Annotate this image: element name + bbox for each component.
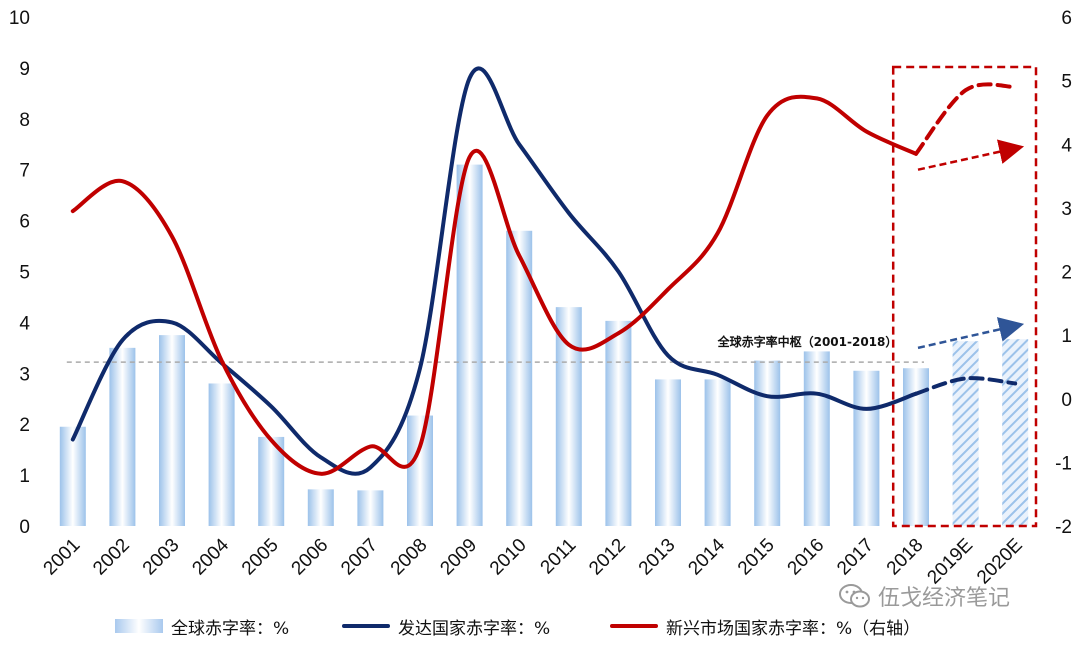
left-tick-label: 4: [19, 313, 30, 334]
legend-label-bar: 全球赤字率：%: [171, 618, 290, 639]
bar: [704, 379, 731, 526]
right-tick-label: 4: [1061, 135, 1072, 156]
right-tick-label: -1: [1055, 453, 1072, 474]
line-series: [70, 66, 1018, 476]
right-tick-label: 5: [1061, 72, 1072, 93]
legend-label-developed: 发达国家赤字率：%: [398, 618, 551, 639]
wechat-icon: [839, 584, 870, 608]
bar: [208, 383, 235, 526]
right-tick-label: -2: [1055, 517, 1072, 538]
left-tick-label: 9: [19, 59, 30, 80]
x-tick-label: 2003: [139, 535, 184, 580]
x-tick-label: 2004: [188, 534, 233, 579]
bar: [456, 164, 483, 527]
x-tick-label: 2017: [833, 535, 878, 580]
legend-swatch-developed: [342, 624, 390, 628]
right-tick-label: 2: [1061, 263, 1072, 284]
legend-label-emerging: 新兴市场国家赤字率：%（右轴）: [666, 618, 921, 639]
bar: [307, 489, 334, 526]
x-tick-label: 2006: [288, 535, 333, 580]
left-tick-label: 7: [19, 161, 30, 182]
left-tick-label: 1: [19, 466, 30, 487]
x-tick-label: 2001: [40, 535, 85, 580]
left-tick-label: 0: [19, 517, 30, 538]
x-tick-label: 2009: [436, 535, 481, 580]
bar: [407, 415, 433, 526]
left-tick-label: 10: [9, 8, 30, 29]
legend: 全球赤字率：% 发达国家赤字率：% 新兴市场国家赤字率：%（右轴）: [0, 608, 1080, 644]
forecast-box: [891, 65, 1038, 528]
bar: [159, 335, 185, 526]
bar: [506, 230, 533, 526]
legend-item-developed[interactable]: 发达国家赤字率：%: [342, 608, 550, 644]
x-tick-label: 2015: [734, 535, 779, 580]
legend-swatch-emerging: [610, 624, 658, 628]
emerging-line-solid: [70, 94, 918, 476]
x-tick-label: 2013: [635, 535, 680, 580]
emerging-trend-arrow: [917, 139, 1025, 171]
bar: [357, 490, 384, 526]
emerging-line-forecast: [914, 82, 1018, 156]
left-tick-label: 8: [19, 110, 30, 131]
bar: [754, 360, 781, 526]
x-tick-label: 2002: [89, 535, 134, 580]
bar: [109, 347, 136, 526]
reference-line: 全球赤字率中枢（2001-2018）: [66, 334, 924, 363]
bar: [59, 426, 86, 526]
watermark-text: 伍戈经济笔记: [878, 586, 1011, 611]
right-tick-label: 0: [1061, 390, 1072, 411]
watermark: 伍戈经济笔记: [838, 580, 1010, 612]
x-tick-label: 2014: [684, 534, 729, 579]
global-trend-arrow: [917, 317, 1025, 350]
x-tick-label: 2018: [883, 535, 928, 580]
forecast-highlight: [891, 65, 1038, 528]
right-tick-label: 3: [1061, 199, 1072, 220]
bar: [605, 320, 632, 526]
x-tick-label: 2007: [337, 535, 382, 580]
left-tick-label: 5: [19, 263, 30, 284]
x-tick-label: 2011: [537, 535, 581, 579]
right-tick-label: 6: [1061, 8, 1072, 29]
bar: [803, 351, 830, 526]
x-tick-label: 2012: [585, 535, 630, 580]
x-tick-label: 2016: [784, 535, 829, 580]
left-axis-ticks: 0 1 2 3 4 5 6 7 8 9 10: [9, 8, 31, 538]
reference-line-label: 全球赤字率中枢（2001-2018）: [717, 334, 898, 349]
left-tick-label: 6: [19, 212, 30, 233]
x-tick-label: 2005: [238, 535, 283, 580]
x-tick-label: 2010: [486, 535, 531, 580]
bar: [555, 307, 582, 526]
bar: [655, 379, 681, 526]
left-tick-label: 2: [19, 415, 30, 436]
legend-swatch-bar: [115, 619, 163, 633]
bar: [853, 370, 880, 526]
right-tick-label: 1: [1061, 326, 1072, 347]
left-tick-label: 3: [19, 364, 30, 385]
x-tick-label: 2008: [387, 535, 432, 580]
bar: [1002, 339, 1029, 526]
developed-line-forecast: [914, 376, 1018, 396]
legend-item-bar[interactable]: 全球赤字率：%: [115, 608, 289, 644]
bar-series: [59, 164, 1029, 527]
bar: [952, 341, 979, 526]
legend-item-emerging[interactable]: 新兴市场国家赤字率：%（右轴）: [610, 608, 920, 644]
right-axis-ticks: -2 -1 0 1 2 3 4 5 6: [1055, 8, 1072, 538]
developed-line-solid: [70, 66, 918, 476]
